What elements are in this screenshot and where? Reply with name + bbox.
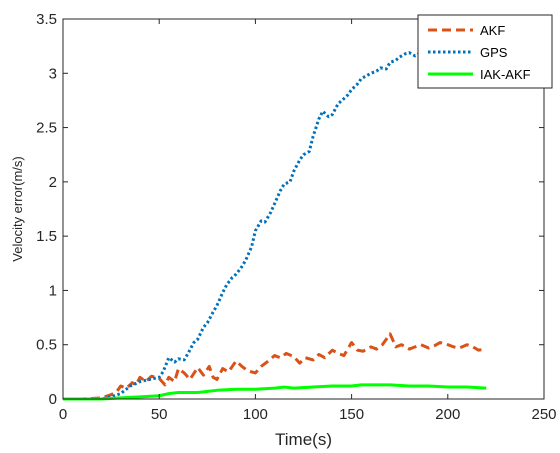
y-tick-label: 1 xyxy=(49,282,57,299)
y-axis-label: Velocity error(m/s) xyxy=(10,156,25,261)
y-tick-label: 2 xyxy=(49,174,57,191)
y-tick-label: 3 xyxy=(49,65,57,82)
y-tick-label: 3.5 xyxy=(36,11,57,28)
legend: AKF GPS IAK-AKF xyxy=(417,14,553,89)
series-line-akf xyxy=(63,332,487,401)
y-tick-label: 0.5 xyxy=(36,337,57,354)
y-axis-ticks: 0 0.5 1 1.5 2 2.5 3 3.5 xyxy=(36,11,544,408)
legend-label: AKF xyxy=(480,23,505,38)
x-tick-label: 100 xyxy=(243,406,268,423)
x-tick-label: 250 xyxy=(531,406,556,423)
series-line-gps xyxy=(63,51,487,401)
x-tick-label: 50 xyxy=(151,406,168,423)
y-tick-label: 0 xyxy=(49,391,57,408)
y-tick-label: 2.5 xyxy=(36,120,57,137)
legend-label: GPS xyxy=(480,45,508,60)
plot-frame xyxy=(62,18,545,400)
x-tick-label: 0 xyxy=(59,406,67,423)
x-tick-label: 200 xyxy=(435,406,460,423)
x-axis-ticks: 0 50 100 150 200 250 xyxy=(59,19,557,423)
x-tick-label: 150 xyxy=(339,406,364,423)
y-tick-label: 1.5 xyxy=(36,228,57,245)
x-axis-label: Time(s) xyxy=(275,430,332,449)
legend-label: IAK-AKF xyxy=(480,67,531,82)
